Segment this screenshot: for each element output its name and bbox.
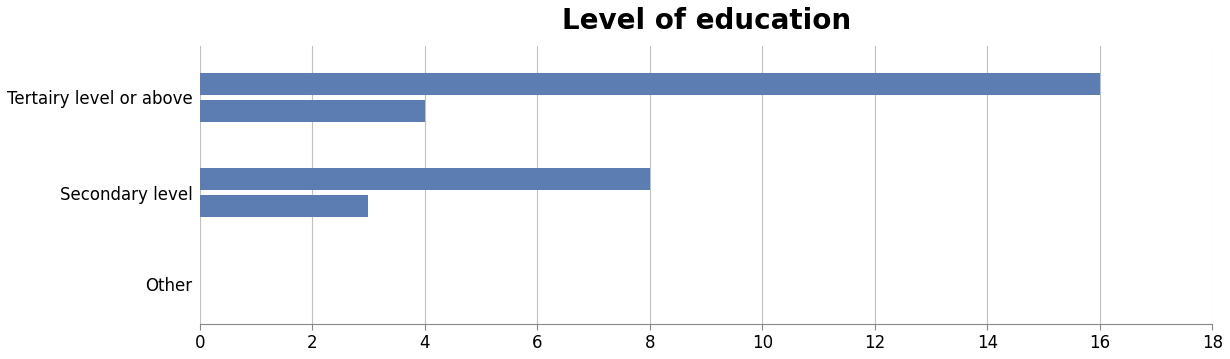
Bar	[199, 73, 1100, 95]
Title: Level of education: Level of education	[562, 7, 851, 35]
Bar	[199, 168, 649, 190]
Bar	[199, 195, 369, 217]
Bar	[199, 100, 424, 122]
